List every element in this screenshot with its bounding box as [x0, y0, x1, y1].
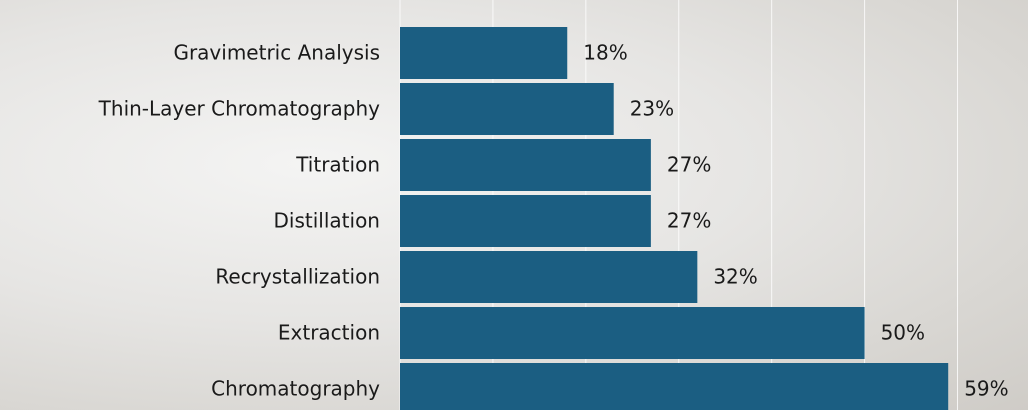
bar	[400, 27, 567, 79]
bar	[400, 139, 651, 191]
category-label: Thin-Layer Chromatography	[98, 97, 380, 121]
category-label: Extraction	[278, 321, 380, 345]
category-label: Gravimetric Analysis	[173, 41, 380, 65]
value-label: 18%	[583, 41, 627, 65]
chart: Gravimetric Analysis 18% Thin-Layer Chroma…	[0, 0, 1028, 410]
value-label: 50%	[881, 321, 925, 345]
category-label: Distillation	[274, 209, 380, 233]
category-label: Chromatography	[211, 377, 380, 401]
category-label: Recrystallization	[215, 265, 380, 289]
bar	[400, 251, 697, 303]
chart-container: Gravimetric Analysis 18% Thin-Layer Chroma…	[0, 0, 1028, 410]
value-label: 32%	[713, 265, 757, 289]
value-label: 27%	[667, 153, 711, 177]
category-label: Titration	[295, 153, 380, 177]
bar	[400, 195, 651, 247]
bar	[400, 363, 948, 410]
value-label: 27%	[667, 209, 711, 233]
value-label: 23%	[630, 97, 674, 121]
bar	[400, 83, 614, 135]
bar	[400, 307, 865, 359]
value-label: 59%	[964, 377, 1008, 401]
